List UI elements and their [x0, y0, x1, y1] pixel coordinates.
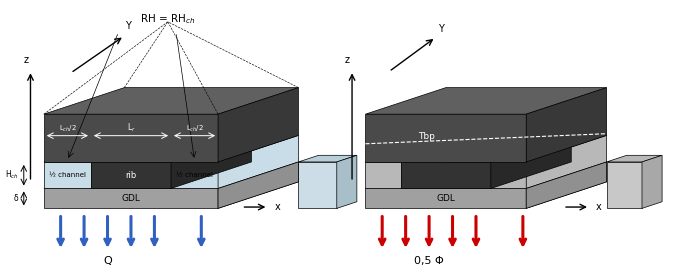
Polygon shape [44, 162, 298, 189]
Polygon shape [171, 162, 218, 189]
Polygon shape [171, 135, 251, 189]
Text: x: x [275, 202, 281, 212]
Text: L$_r$: L$_r$ [126, 121, 136, 133]
Polygon shape [298, 155, 357, 162]
Text: x: x [595, 202, 601, 212]
Polygon shape [526, 135, 607, 189]
Polygon shape [526, 162, 607, 208]
Polygon shape [91, 162, 171, 189]
Polygon shape [526, 162, 607, 208]
Polygon shape [401, 162, 491, 189]
Polygon shape [218, 162, 298, 208]
Text: rib: rib [126, 171, 136, 180]
Polygon shape [607, 162, 642, 208]
Polygon shape [44, 114, 218, 162]
Text: GDL: GDL [437, 194, 455, 203]
Polygon shape [218, 162, 298, 208]
Polygon shape [91, 135, 251, 162]
Polygon shape [337, 155, 357, 208]
Polygon shape [365, 88, 607, 114]
Text: Y: Y [437, 24, 443, 34]
Polygon shape [642, 155, 662, 208]
Polygon shape [491, 135, 607, 162]
Polygon shape [171, 135, 298, 162]
Polygon shape [44, 135, 171, 162]
Polygon shape [365, 114, 526, 162]
Text: 0,5 Φ: 0,5 Φ [414, 256, 444, 267]
Text: ½ channel: ½ channel [49, 172, 86, 178]
Polygon shape [365, 162, 401, 189]
Text: δ: δ [14, 194, 18, 203]
Polygon shape [44, 88, 298, 114]
Polygon shape [44, 189, 218, 208]
Text: H$_{ch}$: H$_{ch}$ [5, 169, 18, 182]
Text: z: z [24, 55, 28, 65]
Polygon shape [365, 135, 481, 162]
Polygon shape [218, 88, 298, 162]
Text: z: z [345, 55, 350, 65]
Polygon shape [491, 135, 571, 189]
Polygon shape [607, 155, 662, 162]
Polygon shape [44, 162, 91, 189]
Polygon shape [218, 135, 298, 189]
Polygon shape [298, 162, 337, 208]
Polygon shape [526, 88, 607, 162]
Polygon shape [365, 189, 526, 208]
Text: L$_{ch}$/2: L$_{ch}$/2 [186, 123, 203, 133]
Text: GDL: GDL [122, 194, 140, 203]
Polygon shape [491, 162, 526, 189]
Text: Q: Q [103, 256, 112, 267]
Text: L$_{ch}$/2: L$_{ch}$/2 [59, 123, 76, 133]
Text: Tbp: Tbp [418, 132, 435, 141]
Text: Y: Y [125, 21, 130, 31]
Polygon shape [401, 135, 571, 162]
Polygon shape [365, 162, 607, 189]
Text: RH = RH$_{ch}$: RH = RH$_{ch}$ [140, 12, 196, 26]
Text: ½ channel: ½ channel [176, 172, 213, 178]
